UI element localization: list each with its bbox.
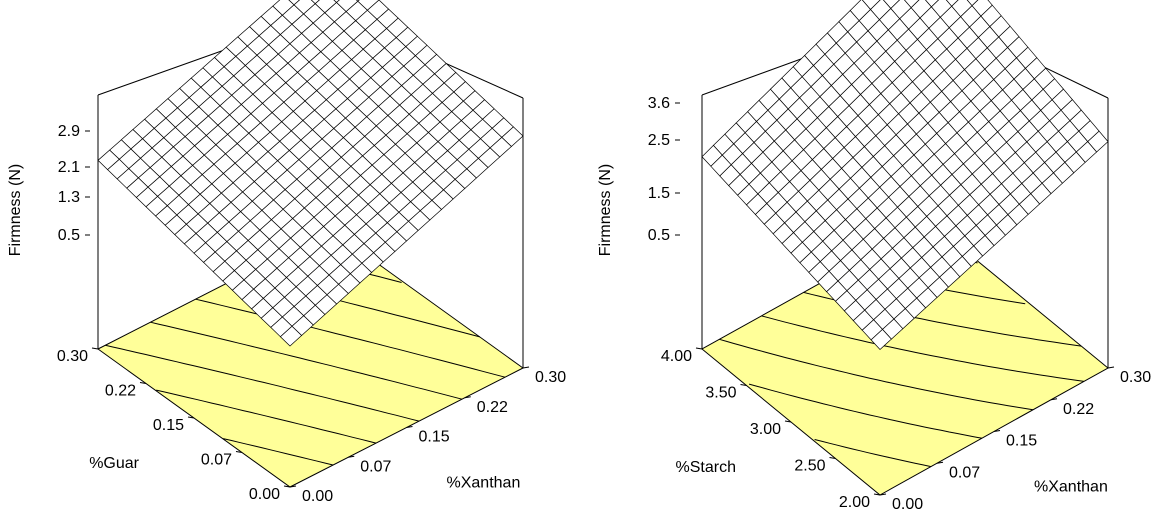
x-tick-label: 0.00 xyxy=(892,496,923,510)
z-axis-label: Firmness (N) xyxy=(7,164,24,256)
y-tick xyxy=(283,485,291,488)
z-tick-label: 1.3 xyxy=(58,189,80,206)
x-tick xyxy=(348,455,355,458)
x-tick-label: 0.15 xyxy=(1006,433,1037,450)
contour-line xyxy=(156,389,377,444)
chart-guar-xanthan: 0.5 1.3 2.1 2.9 Firmness (N) 0.00 0.07 0.15 0.22… xyxy=(7,0,566,505)
x-tick xyxy=(1107,366,1115,369)
y-tick xyxy=(91,347,99,350)
x-tick xyxy=(406,426,413,428)
surface-cell xyxy=(966,0,979,7)
contour-line xyxy=(222,438,334,466)
surface-cell xyxy=(310,0,320,5)
y-tick-label: 3.50 xyxy=(705,385,736,402)
y-tick xyxy=(235,451,243,453)
contour-line xyxy=(719,338,1034,411)
z-axis-label: Firmness (N) xyxy=(597,164,614,256)
surface-mesh xyxy=(701,0,1109,350)
contour-line xyxy=(105,344,420,422)
y-tick-label: 2.00 xyxy=(839,494,870,510)
y-tick-label: 3.00 xyxy=(750,421,781,438)
x-tick-label: 0.30 xyxy=(535,369,566,386)
y-tick xyxy=(695,347,703,350)
y-tick-label: 2.50 xyxy=(794,458,825,475)
x-tick xyxy=(936,461,944,464)
z-tick-label: 2.1 xyxy=(58,159,80,176)
z-tick-label: 1.5 xyxy=(648,185,670,202)
y-tick xyxy=(187,416,195,419)
contour-line xyxy=(761,315,1085,382)
x-tick xyxy=(522,366,530,369)
y-tick-label: 0.15 xyxy=(153,417,184,434)
y-tick-label: 4.00 xyxy=(661,348,692,365)
x-tick-label: 0.22 xyxy=(1063,401,1094,418)
z-tick-label: 0.5 xyxy=(648,227,670,244)
y-tick-label: 0.22 xyxy=(105,383,136,400)
y-tick xyxy=(829,457,836,459)
y-tick xyxy=(873,493,881,496)
x-tick-label: 0.07 xyxy=(360,458,391,475)
surface-cell xyxy=(870,328,892,350)
x-tick xyxy=(879,493,887,496)
contour-line xyxy=(150,321,463,400)
y-axis-label: %Starch xyxy=(676,459,736,476)
x-tick xyxy=(1050,398,1058,401)
surface-cell xyxy=(279,325,303,347)
y-tick xyxy=(740,384,747,386)
contour-line xyxy=(195,298,506,378)
surface-cell xyxy=(288,0,301,6)
y-tick xyxy=(784,420,792,423)
y-tick xyxy=(139,382,147,384)
surface-mesh xyxy=(97,0,524,347)
y-tick-label: 0.00 xyxy=(249,486,280,503)
z-tick-label: 3.6 xyxy=(648,95,670,112)
x-tick xyxy=(993,430,1001,432)
y-axis-label: %Guar xyxy=(89,455,139,472)
plot-group: 0.5 1.3 2.1 2.9 Firmness (N) 0.00 0.07 0.15 0.22… xyxy=(7,0,566,505)
x-tick-label: 0.30 xyxy=(1120,369,1151,386)
contour-line xyxy=(814,439,932,468)
y-tick-label: 0.30 xyxy=(57,348,88,365)
x-tick xyxy=(289,485,297,488)
z-tick-label: 2.5 xyxy=(648,132,670,149)
x-tick-label: 0.07 xyxy=(949,464,980,481)
x-axis-label: %Xanthan xyxy=(447,475,521,492)
chart-starch-xanthan: 0.5 1.5 2.5 3.6 Firmness (N) 2.00 2.50 3.00 3.50… xyxy=(597,0,1151,510)
plot-group: 0.5 1.5 2.5 3.6 Firmness (N) 2.00 2.50 3.00 3.50… xyxy=(597,0,1151,510)
surface-cell xyxy=(945,0,959,7)
y-tick-label: 0.07 xyxy=(201,452,232,469)
x-tick-label: 0.15 xyxy=(419,429,450,446)
x-axis-label: %Xanthan xyxy=(1034,479,1108,496)
x-tick-label: 0.00 xyxy=(302,488,333,505)
x-tick-label: 0.22 xyxy=(477,399,508,416)
z-tick-label: 2.9 xyxy=(58,123,80,140)
contour-line xyxy=(748,383,983,439)
surface-cell xyxy=(333,0,340,3)
z-tick-label: 0.5 xyxy=(58,227,80,244)
x-tick xyxy=(464,396,471,399)
